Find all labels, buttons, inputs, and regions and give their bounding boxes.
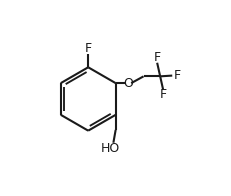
- Text: F: F: [154, 51, 161, 64]
- Text: F: F: [160, 88, 167, 101]
- Text: F: F: [85, 42, 92, 55]
- Text: F: F: [174, 69, 181, 82]
- Text: HO: HO: [101, 142, 120, 155]
- Text: O: O: [124, 77, 134, 90]
